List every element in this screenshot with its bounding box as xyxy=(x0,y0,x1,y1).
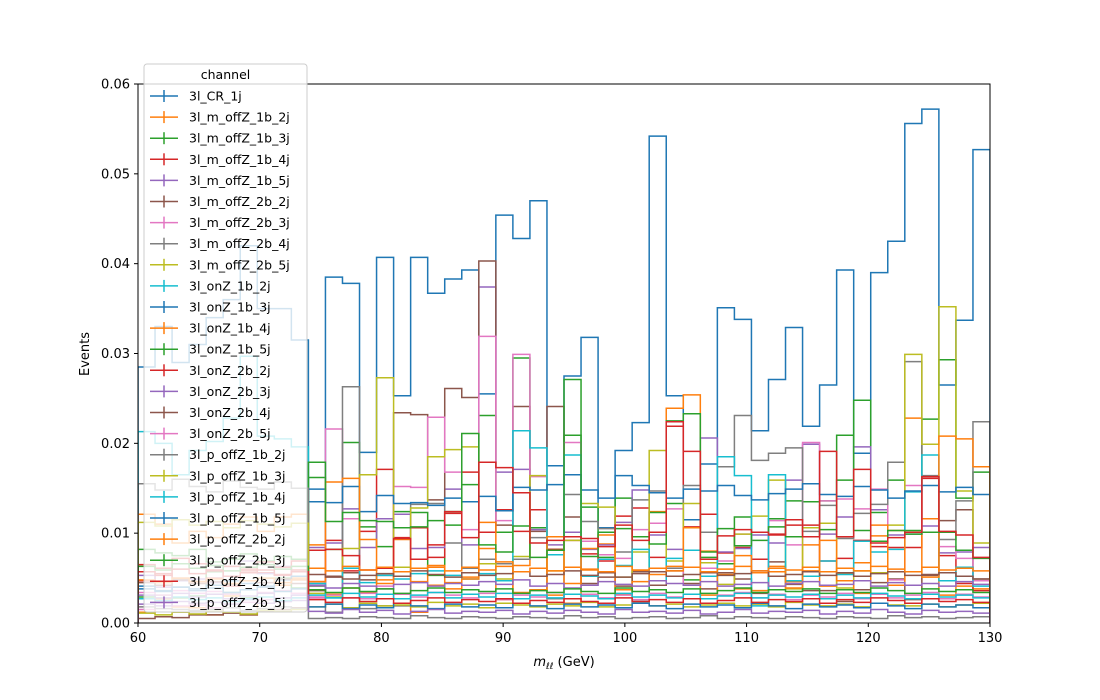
legend-label: 3l_onZ_1b_3j xyxy=(189,300,271,315)
legend-label: 3l_onZ_1b_5j xyxy=(189,342,271,357)
legend-entry-3l_CR_1j: 3l_CR_1j xyxy=(150,89,242,104)
legend-label: 3l_onZ_1b_4j xyxy=(189,321,271,336)
legend-label: 3l_onZ_2b_5j xyxy=(189,426,271,441)
y-tick-label: 0.04 xyxy=(101,257,130,272)
legend-label: 3l_m_offZ_1b_5j xyxy=(189,173,290,188)
legend-entry-3l_m_offZ_2b_3j: 3l_m_offZ_2b_3j xyxy=(150,215,290,230)
y-tick-label: 0.06 xyxy=(101,78,130,93)
legend-label: 3l_onZ_2b_4j xyxy=(189,405,271,420)
x-tick-label: 120 xyxy=(856,631,881,646)
y-tick-label: 0.05 xyxy=(101,167,130,182)
x-axis-label-var: m xyxy=(533,655,546,670)
legend-label: 3l_m_offZ_1b_3j xyxy=(189,131,290,146)
legend-label: 3l_m_offZ_1b_2j xyxy=(189,110,290,125)
legend-label: 3l_p_offZ_1b_4j xyxy=(189,489,286,504)
legend-entry-3l_p_offZ_1b_5j: 3l_p_offZ_1b_5j xyxy=(150,511,286,526)
y-tick-label: 0.00 xyxy=(101,617,130,632)
legend-entry-3l_m_offZ_2b_2j: 3l_m_offZ_2b_2j xyxy=(150,194,290,209)
x-axis: 60 70 80 90 100 110 120 130 xyxy=(130,623,1003,646)
legend-label: 3l_p_offZ_2b_3j xyxy=(189,553,286,568)
x-tick-label: 60 xyxy=(130,631,147,646)
x-tick-label: 80 xyxy=(373,631,390,646)
y-tick-label: 0.02 xyxy=(101,437,130,452)
legend-label: 3l_p_offZ_1b_5j xyxy=(189,511,286,526)
legend-entry-3l_p_offZ_2b_2j: 3l_p_offZ_2b_2j xyxy=(150,532,286,547)
legend-label: 3l_m_offZ_1b_4j xyxy=(189,152,290,167)
legend-label: 3l_m_offZ_2b_4j xyxy=(189,236,290,251)
legend-entry-3l_onZ_1b_5j: 3l_onZ_1b_5j xyxy=(150,342,271,357)
x-axis-label: mℓℓ (GeV) xyxy=(533,655,594,672)
x-axis-label-unit: (GeV) xyxy=(553,655,594,670)
legend-label: 3l_p_offZ_1b_3j xyxy=(189,468,286,483)
legend-entry-3l_m_offZ_1b_2j: 3l_m_offZ_1b_2j xyxy=(150,110,290,125)
x-tick-label: 130 xyxy=(978,631,1003,646)
x-tick-label: 100 xyxy=(612,631,637,646)
legend-entry-3l_p_offZ_2b_5j: 3l_p_offZ_2b_5j xyxy=(150,595,286,610)
legend-label: 3l_CR_1j xyxy=(189,89,242,104)
legend-entry-3l_onZ_1b_2j: 3l_onZ_1b_2j xyxy=(150,278,271,293)
legend-label: 3l_m_offZ_2b_3j xyxy=(189,215,290,230)
legend-entry-3l_p_offZ_1b_4j: 3l_p_offZ_1b_4j xyxy=(150,489,286,504)
x-tick-label: 70 xyxy=(251,631,268,646)
legend-entry-3l_onZ_2b_4j: 3l_onZ_2b_4j xyxy=(150,405,271,420)
legend-entry-3l_onZ_2b_5j: 3l_onZ_2b_5j xyxy=(150,426,271,441)
y-axis: 0.00 0.01 0.02 0.03 0.04 0.05 0.06 xyxy=(101,78,138,632)
legend-entry-3l_m_offZ_1b_4j: 3l_m_offZ_1b_4j xyxy=(150,152,290,167)
legend-label: 3l_onZ_2b_3j xyxy=(189,384,271,399)
y-axis-label: Events xyxy=(78,332,93,376)
legend-label: 3l_onZ_2b_2j xyxy=(189,363,271,378)
legend-entry-3l_p_offZ_2b_4j: 3l_p_offZ_2b_4j xyxy=(150,574,286,589)
legend-entries: 3l_CR_1j 3l_m_offZ_1b_2j 3l_m_offZ_1b_3j 3l… xyxy=(150,89,290,610)
y-tick-label: 0.03 xyxy=(101,347,130,362)
legend-box xyxy=(143,63,308,613)
legend-entry-3l_m_offZ_1b_5j: 3l_m_offZ_1b_5j xyxy=(150,173,290,188)
legend-title: channel xyxy=(201,67,250,82)
legend-entry-3l_p_offZ_1b_3j: 3l_p_offZ_1b_3j xyxy=(150,468,286,483)
legend-entry-3l_m_offZ_2b_5j: 3l_m_offZ_2b_5j xyxy=(150,257,290,272)
legend-label: 3l_p_offZ_2b_5j xyxy=(189,595,286,610)
x-tick-label: 110 xyxy=(734,631,759,646)
legend-entry-3l_onZ_2b_2j: 3l_onZ_2b_2j xyxy=(150,363,271,378)
legend-entry-3l_p_offZ_2b_3j: 3l_p_offZ_2b_3j xyxy=(150,553,286,568)
legend-entry-3l_onZ_2b_3j: 3l_onZ_2b_3j xyxy=(150,384,271,399)
legend-entry-3l_m_offZ_2b_4j: 3l_m_offZ_2b_4j xyxy=(150,236,290,251)
x-tick-label: 90 xyxy=(495,631,512,646)
legend-label: 3l_m_offZ_2b_5j xyxy=(189,257,290,272)
legend-label: 3l_p_offZ_1b_2j xyxy=(189,447,286,462)
legend-label: 3l_onZ_1b_2j xyxy=(189,278,271,293)
y-tick-label: 0.01 xyxy=(101,527,130,542)
legend-entry-3l_onZ_1b_3j: 3l_onZ_1b_3j xyxy=(150,300,271,315)
x-axis-label-sub: ℓℓ xyxy=(545,662,553,672)
legend-entry-3l_m_offZ_1b_3j: 3l_m_offZ_1b_3j xyxy=(150,131,290,146)
legend: channel 3l_CR_1j 3l_m_offZ_1b_2j 3l_m_offZ… xyxy=(143,63,308,613)
legend-label: 3l_p_offZ_2b_2j xyxy=(189,532,286,547)
legend-entry-3l_p_offZ_1b_2j: 3l_p_offZ_1b_2j xyxy=(150,447,286,462)
legend-entry-3l_onZ_1b_4j: 3l_onZ_1b_4j xyxy=(150,321,271,336)
legend-label: 3l_p_offZ_2b_4j xyxy=(189,574,286,589)
legend-label: 3l_m_offZ_2b_2j xyxy=(189,194,290,209)
